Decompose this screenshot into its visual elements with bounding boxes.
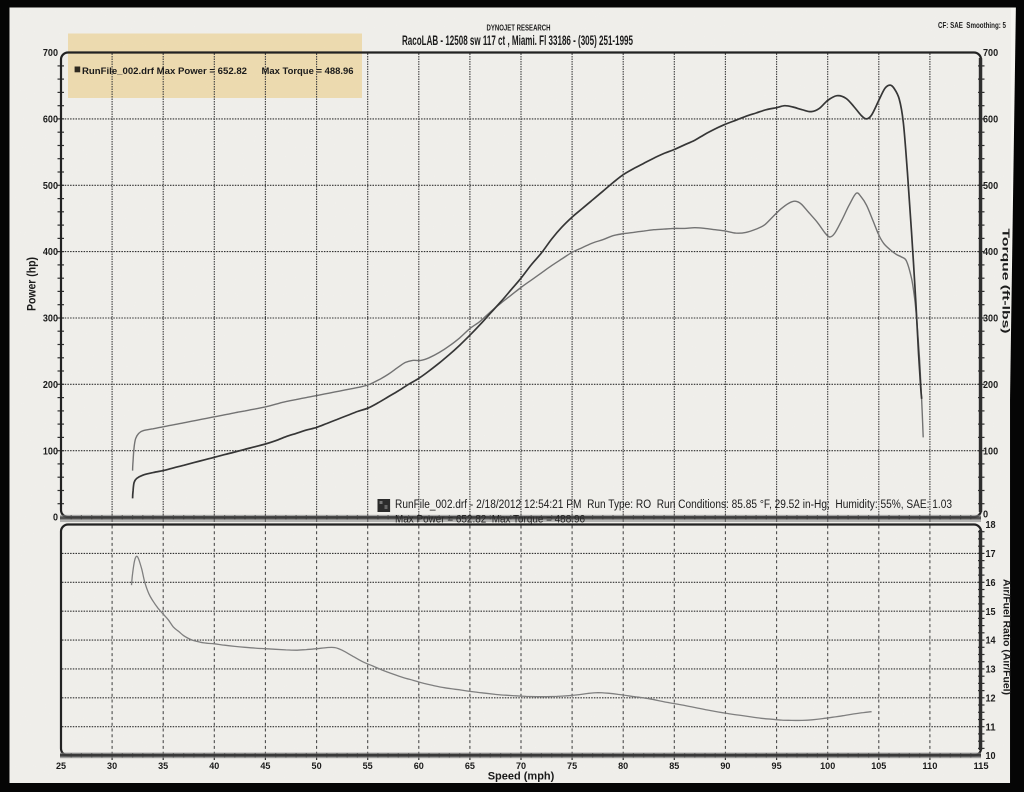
svg-text:80: 80 (618, 761, 628, 772)
svg-text:400: 400 (43, 247, 58, 258)
svg-text:16: 16 (986, 577, 996, 589)
svg-text:0: 0 (53, 513, 58, 524)
svg-text:Speed (mph): Speed (mph) (488, 771, 555, 783)
svg-text:CF: SAE Smoothing: 5: CF: SAE Smoothing: 5 (938, 20, 1006, 30)
svg-text:Power (hp): Power (hp) (25, 257, 39, 311)
svg-text:11: 11 (986, 721, 996, 733)
svg-text:35: 35 (158, 761, 169, 772)
svg-text:100: 100 (983, 446, 998, 457)
svg-text:15: 15 (986, 606, 996, 618)
svg-text:500: 500 (983, 181, 998, 192)
svg-text:60: 60 (414, 761, 424, 772)
svg-text:115: 115 (973, 761, 989, 772)
svg-text:30: 30 (107, 761, 117, 772)
svg-text:Max Torque = 488.96: Max Torque = 488.96 (262, 66, 354, 77)
svg-text:DYNOJET RESEARCH: DYNOJET RESEARCH (487, 24, 551, 33)
svg-text:700: 700 (983, 48, 998, 59)
svg-text:95: 95 (772, 761, 783, 772)
svg-text:RacoLAB - 12508 sw 117 ct , Mi: RacoLAB - 12508 sw 117 ct , Miami. Fl 33… (402, 33, 633, 48)
svg-text:13: 13 (986, 664, 996, 676)
svg-text:70: 70 (516, 761, 526, 772)
svg-text:65: 65 (465, 761, 476, 772)
svg-text:110: 110 (922, 761, 937, 772)
svg-text:Torque (ft-lbs): Torque (ft-lbs) (1000, 229, 1012, 334)
svg-text:600: 600 (43, 115, 58, 126)
svg-text:Max Power = 652.82 Max Torque: Max Power = 652.82 Max Torque = 488.96 (395, 514, 585, 526)
svg-text:700: 700 (43, 48, 58, 59)
svg-text:55: 55 (363, 761, 374, 772)
svg-text:85: 85 (669, 761, 680, 772)
svg-text:10: 10 (986, 750, 996, 762)
svg-text:90: 90 (720, 761, 730, 772)
svg-text:40: 40 (209, 761, 219, 772)
svg-text:17: 17 (986, 548, 996, 560)
svg-text:100: 100 (820, 761, 835, 772)
svg-text:RunFile_002.drf - 2/18/2012 12: RunFile_002.drf - 2/18/2012 12:54:21 PM … (395, 499, 952, 511)
svg-text:300: 300 (43, 314, 58, 325)
svg-text:Air/Fuel Ratio (Air/Fuel): Air/Fuel Ratio (Air/Fuel) (1001, 579, 1012, 695)
svg-text:200: 200 (43, 380, 58, 391)
svg-text:RunFile_002.drf Max Power = 65: RunFile_002.drf Max Power = 652.82 (82, 66, 247, 77)
svg-text:105: 105 (871, 761, 887, 772)
svg-text:18: 18 (986, 519, 996, 531)
svg-text:50: 50 (312, 761, 322, 772)
svg-text:300: 300 (983, 314, 998, 325)
svg-text:100: 100 (43, 446, 58, 457)
svg-text:0: 0 (983, 510, 989, 521)
svg-text:200: 200 (983, 380, 998, 391)
svg-text:400: 400 (983, 247, 998, 258)
svg-text:600: 600 (983, 115, 998, 126)
svg-text:45: 45 (260, 761, 271, 772)
svg-text:14: 14 (986, 635, 996, 647)
svg-text:500: 500 (43, 181, 58, 192)
svg-text:25: 25 (56, 761, 67, 772)
svg-text:12: 12 (986, 692, 996, 704)
svg-text:75: 75 (567, 761, 578, 772)
